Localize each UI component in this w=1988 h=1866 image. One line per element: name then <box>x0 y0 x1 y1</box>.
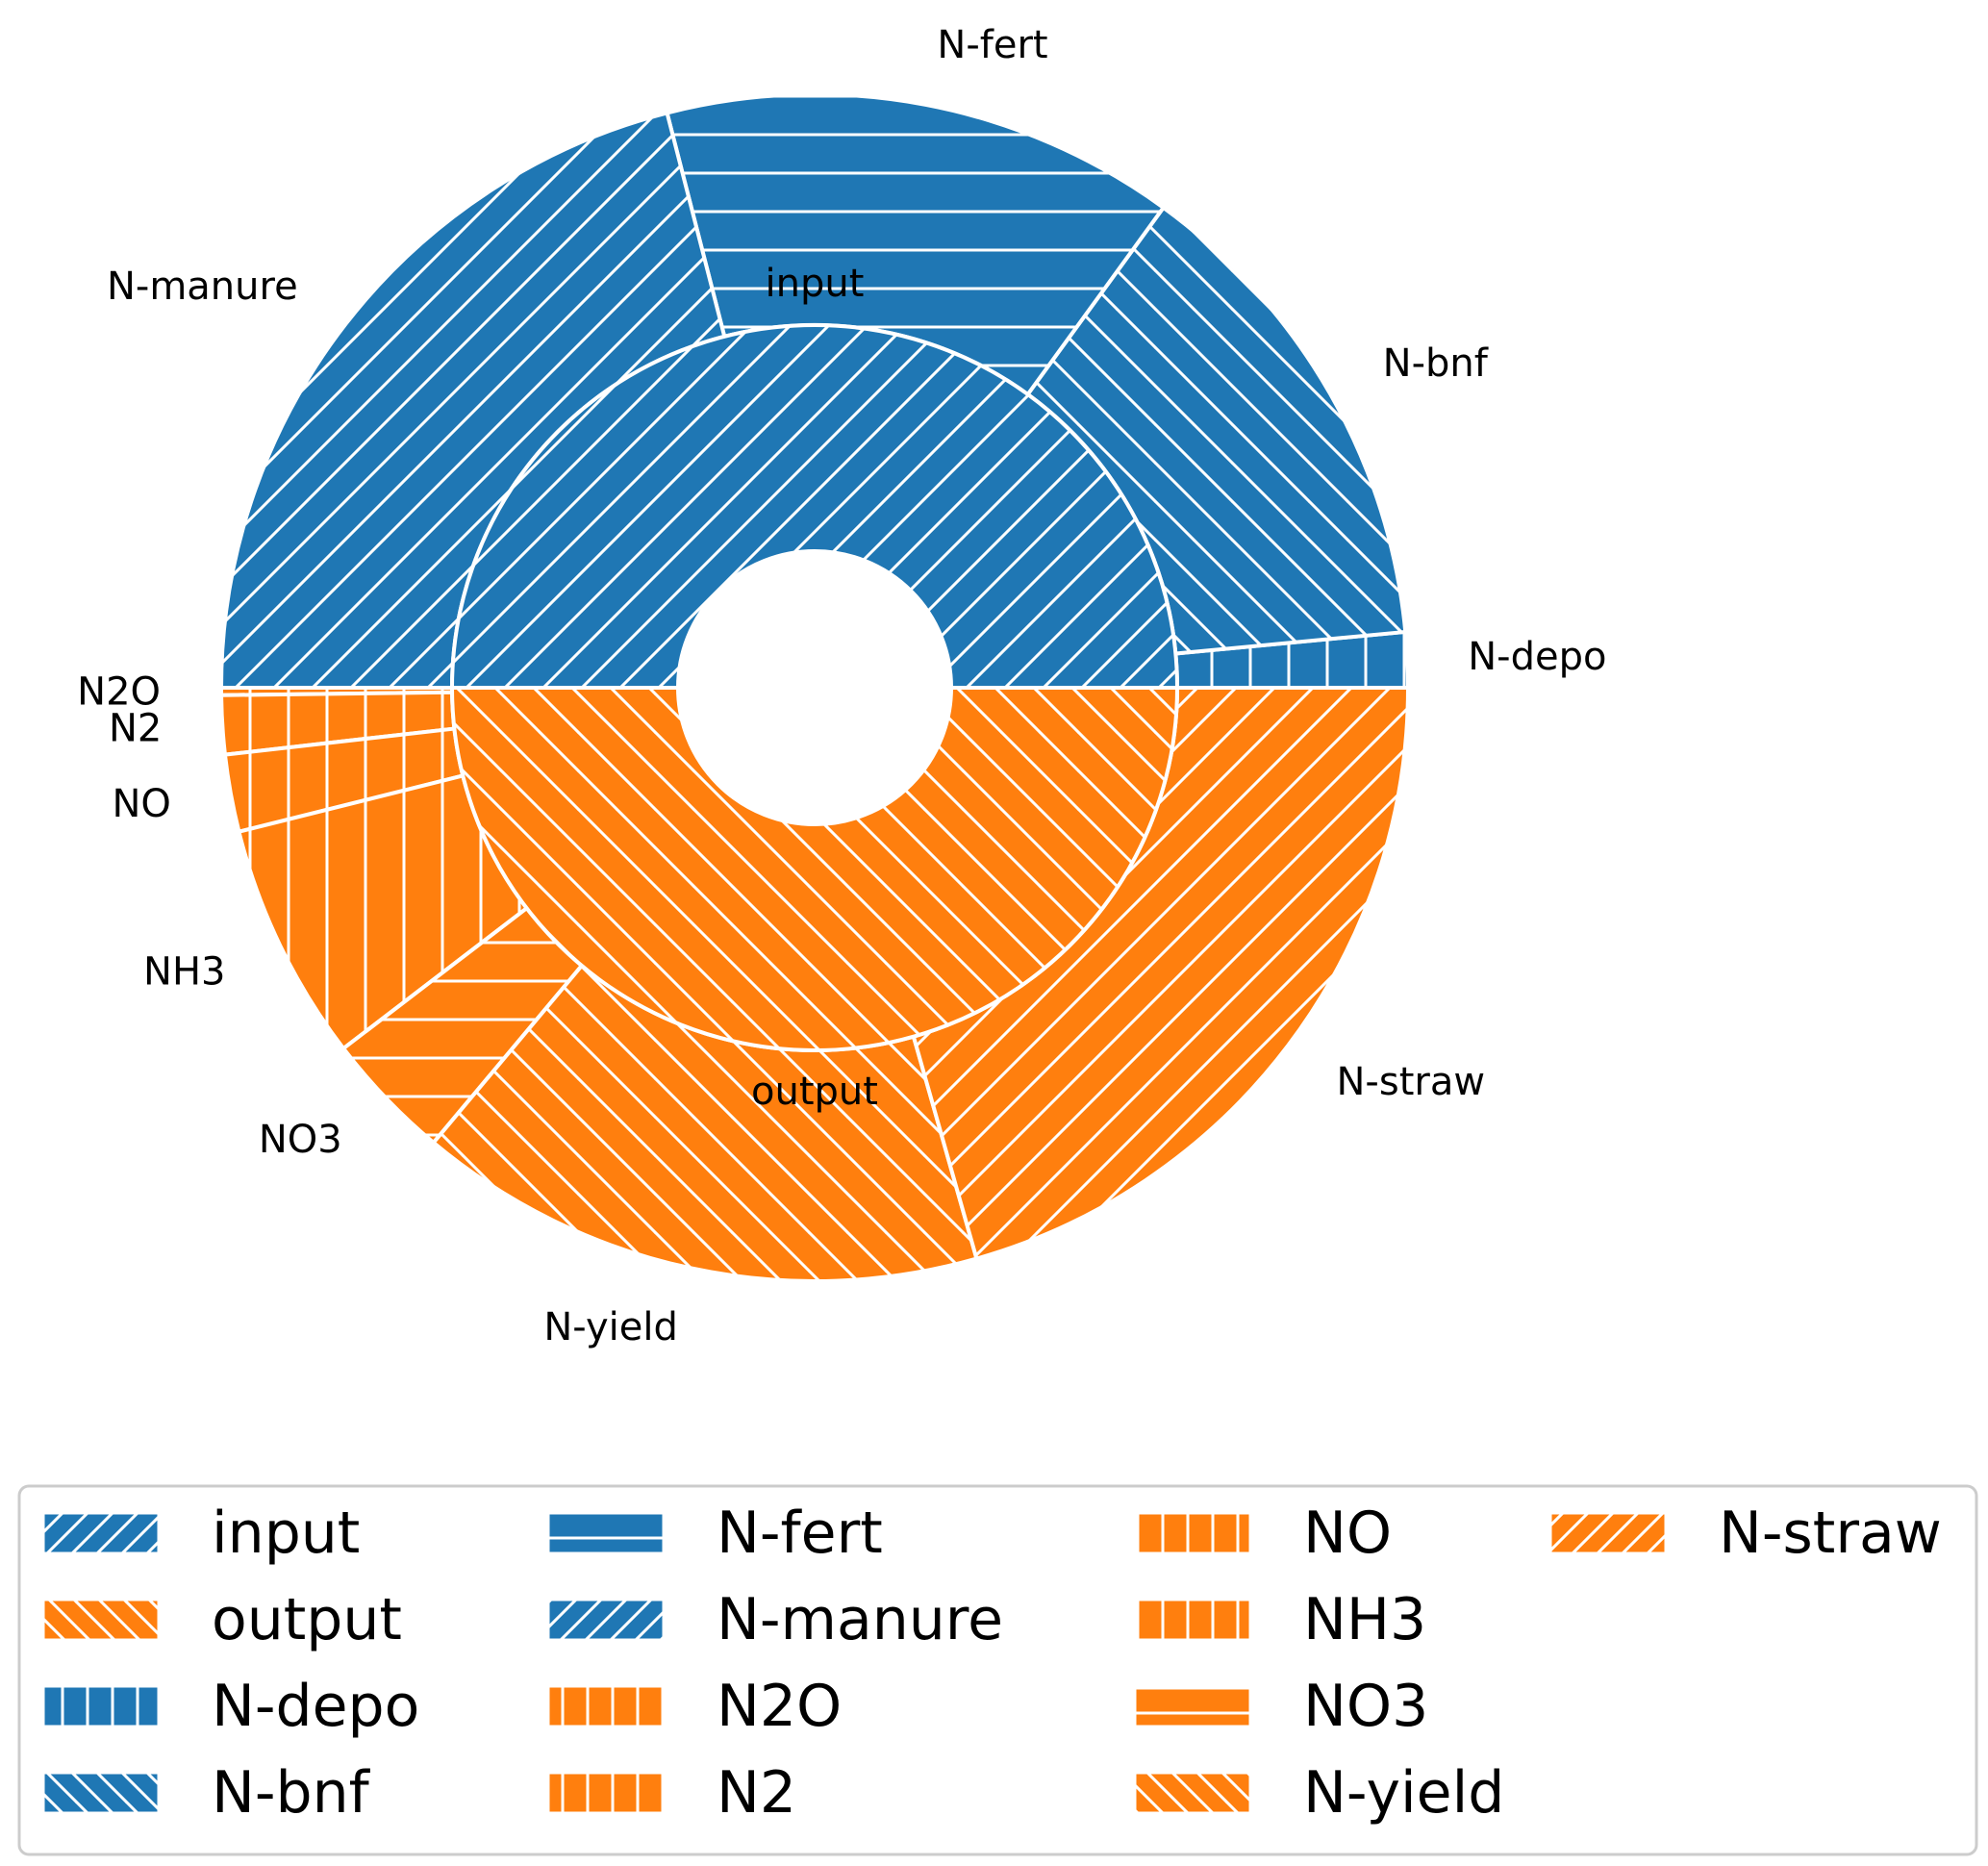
inner-label-output: output <box>751 1070 878 1114</box>
legend-label-n-depo: N-depo <box>212 1673 419 1740</box>
outer-label-n-straw: N-straw <box>1337 1060 1486 1104</box>
inner-label-input: input <box>766 262 865 306</box>
legend-swatch-output <box>41 1598 161 1642</box>
outer-label-nh3: NH3 <box>143 949 225 994</box>
legend-label-n2: N2 <box>717 1759 796 1827</box>
outer-label-n-fert: N-fert <box>937 23 1047 67</box>
legend-label-n2o: N2O <box>717 1673 842 1740</box>
legend-swatch-n2o <box>546 1684 666 1728</box>
outer-label-n2: N2 <box>109 707 162 751</box>
outer-label-no3: NO3 <box>259 1118 342 1162</box>
legend: input output N-depo N-bnf N-fert N-manure N2O N… <box>17 1484 1978 1856</box>
legend-swatch-nh3 <box>1133 1598 1252 1642</box>
legend-swatch-no3 <box>1133 1684 1252 1728</box>
inner-ring-labels: input output <box>751 262 878 1114</box>
outer-ring <box>219 92 1410 1283</box>
legend-label-no: NO <box>1303 1500 1392 1567</box>
legend-swatch-n2 <box>546 1771 666 1815</box>
legend-label-n-bnf: N-bnf <box>212 1759 371 1827</box>
legend-label-input: input <box>212 1500 360 1567</box>
inner-ring <box>450 323 1179 1052</box>
legend-swatch-no <box>1133 1511 1252 1555</box>
outer-label-n2o: N2O <box>77 669 161 714</box>
legend-label-nh3: NH3 <box>1303 1586 1426 1653</box>
legend-label-n-yield: N-yield <box>1303 1759 1504 1827</box>
legend-swatch-input <box>41 1511 161 1555</box>
outer-label-no: NO <box>112 782 170 826</box>
legend-swatch-n-depo <box>41 1684 161 1728</box>
inner-wedge-output <box>450 686 1179 1052</box>
legend-swatch-n-straw <box>1548 1511 1668 1555</box>
legend-label-output: output <box>212 1586 402 1653</box>
legend-swatch-n-manure <box>546 1598 666 1642</box>
inner-wedge-input <box>450 323 1179 690</box>
legend-label-no3: NO3 <box>1303 1673 1428 1740</box>
legend-label-n-manure: N-manure <box>717 1586 1003 1653</box>
legend-swatch-n-bnf <box>41 1771 161 1815</box>
outer-label-n-yield: N-yield <box>543 1305 678 1349</box>
outer-label-n-bnf: N-bnf <box>1383 341 1489 386</box>
legend-label-n-straw: N-straw <box>1719 1500 1942 1567</box>
legend-frame <box>17 1484 1978 1856</box>
legend-label-n-fert: N-fert <box>717 1500 883 1567</box>
outer-label-n-manure: N-manure <box>107 265 298 309</box>
legend-swatch-n-yield <box>1133 1771 1252 1815</box>
legend-swatch-n-fert <box>546 1511 666 1555</box>
outer-label-n-depo: N-depo <box>1468 635 1606 679</box>
